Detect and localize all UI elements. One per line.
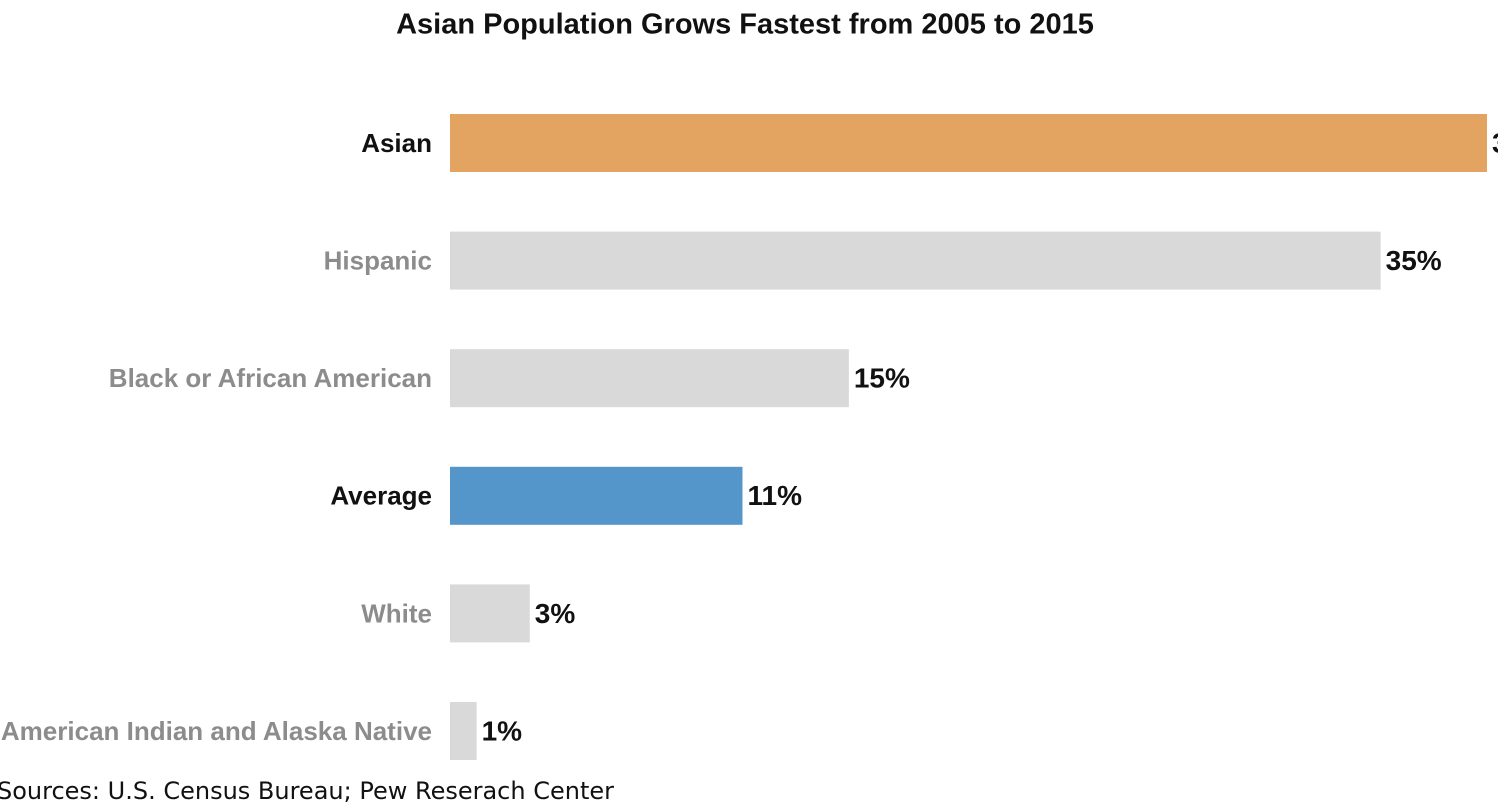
category-label: Black or African American [109,363,432,393]
bar [450,466,743,525]
bar [450,231,1381,290]
bar [450,349,849,408]
value-label: 35% [1386,245,1442,276]
bar [450,702,477,760]
chart-title: Asian Population Grows Fastest from 2005… [396,9,1094,41]
bar [450,114,1487,172]
category-label: Average [330,481,432,511]
value-label: 39% [1492,127,1498,158]
value-label: 15% [854,363,910,394]
category-label: American Indian and Alaska Native [1,716,432,746]
category-label: Asian [361,128,432,158]
value-label: 1% [482,715,523,746]
category-label: Hispanic [324,245,432,275]
source-note: Sources: U.S. Census Bureau; Pew Reserac… [0,777,614,805]
category-label: White [361,598,432,628]
bar [450,584,530,643]
value-label: 11% [747,480,802,511]
value-label: 3% [535,598,576,629]
